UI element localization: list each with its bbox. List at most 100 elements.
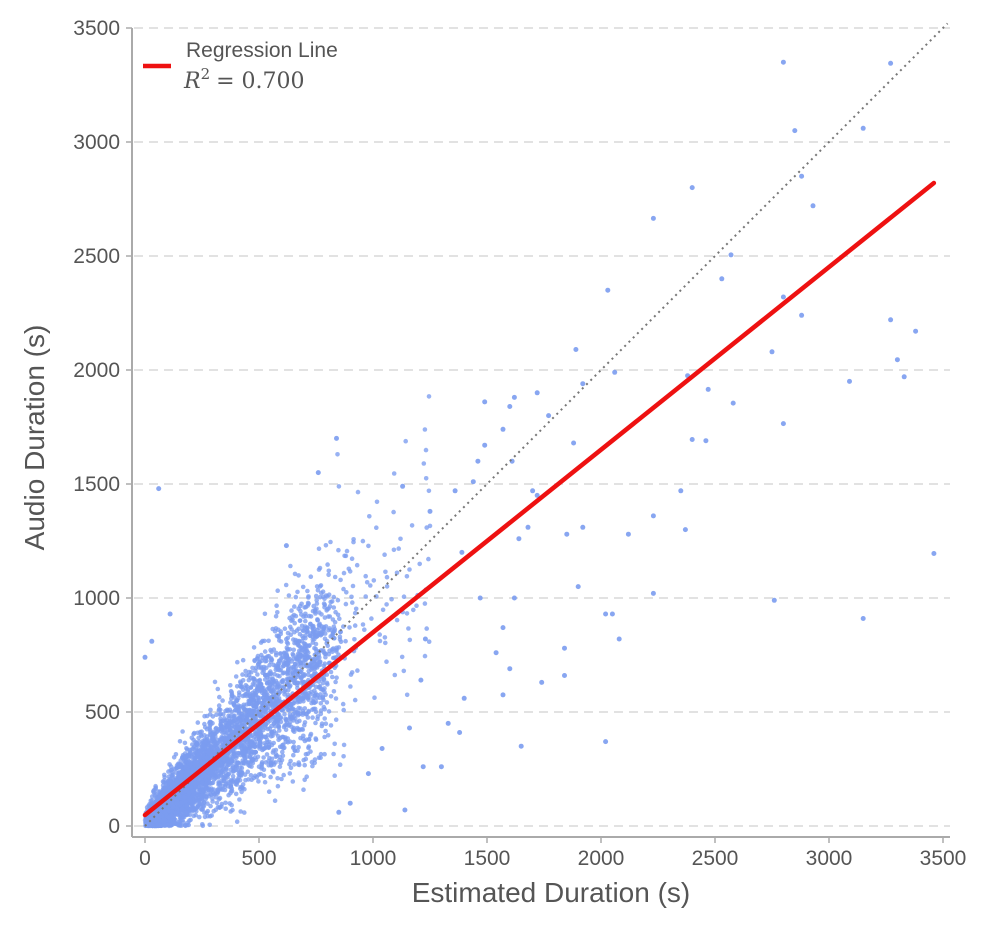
data-point — [179, 800, 184, 806]
data-point — [324, 700, 330, 705]
data-point — [190, 746, 196, 751]
outlier-point — [780, 294, 786, 300]
data-point — [245, 769, 251, 774]
data-point — [336, 652, 341, 657]
data-point — [233, 791, 239, 797]
data-point — [231, 702, 237, 708]
data-point — [337, 637, 343, 642]
data-point — [212, 679, 218, 685]
data-point — [249, 709, 255, 714]
data-point — [369, 616, 374, 621]
outlier-point — [400, 483, 406, 489]
data-point — [230, 807, 235, 813]
data-point — [243, 668, 248, 674]
data-point — [362, 627, 367, 632]
data-point — [210, 799, 215, 804]
data-point — [332, 773, 338, 778]
data-point — [206, 775, 212, 781]
data-point — [314, 584, 320, 589]
data-point — [300, 584, 306, 590]
data-point — [287, 701, 293, 706]
data-point — [155, 816, 160, 821]
data-point — [318, 708, 324, 713]
outlier-point — [562, 645, 567, 651]
data-point — [161, 789, 166, 795]
data-point — [326, 568, 332, 574]
data-point — [228, 700, 233, 705]
data-point — [401, 594, 407, 599]
outlier-point — [705, 386, 711, 392]
data-point — [323, 721, 329, 726]
data-point — [210, 770, 216, 775]
data-point — [325, 643, 331, 649]
data-point — [208, 803, 213, 809]
data-point — [258, 735, 264, 741]
data-point — [322, 631, 328, 636]
data-point — [179, 823, 184, 828]
data-point — [274, 603, 279, 608]
outlier-point — [420, 764, 426, 770]
data-point — [309, 759, 315, 765]
data-point — [221, 775, 227, 781]
data-point — [173, 770, 179, 775]
data-point — [220, 698, 225, 703]
data-point — [283, 716, 288, 722]
data-point — [318, 701, 324, 706]
data-point — [265, 733, 271, 738]
data-point — [315, 617, 320, 622]
data-point — [266, 680, 272, 685]
data-point — [409, 523, 415, 528]
data-point — [212, 747, 218, 753]
data-point — [303, 641, 308, 647]
data-point — [230, 769, 236, 774]
data-point — [197, 814, 202, 820]
data-point — [273, 614, 279, 619]
y-tick-label-1000: 1000 — [73, 587, 120, 610]
data-point — [283, 688, 288, 693]
data-point — [424, 626, 430, 631]
scatter-points — [142, 394, 433, 829]
data-point — [198, 806, 204, 812]
data-point — [276, 627, 281, 632]
data-point — [259, 652, 264, 658]
data-point — [382, 635, 388, 640]
data-point — [343, 638, 348, 644]
data-point — [238, 809, 243, 814]
data-point — [252, 773, 258, 779]
data-point — [190, 766, 196, 772]
data-point — [316, 546, 322, 551]
outlier-point — [703, 438, 709, 444]
data-point — [320, 680, 326, 686]
data-point — [193, 812, 198, 818]
x-tick-label-3000: 3000 — [806, 847, 853, 870]
data-point — [171, 781, 176, 787]
data-point — [268, 774, 273, 780]
data-point — [269, 729, 275, 734]
outlier-point — [477, 595, 483, 601]
data-point — [314, 601, 320, 606]
data-point — [318, 583, 324, 588]
data-point — [325, 733, 331, 738]
data-point — [202, 737, 208, 742]
data-point — [221, 712, 226, 717]
data-point — [336, 484, 342, 489]
data-point — [275, 776, 280, 781]
outlier-point — [913, 328, 919, 334]
legend-label-regression: Regression Line — [186, 39, 338, 62]
data-point — [318, 659, 323, 664]
data-point — [306, 736, 312, 742]
data-point — [286, 593, 292, 598]
data-point — [377, 638, 383, 644]
data-point — [317, 630, 323, 636]
data-point — [301, 787, 306, 792]
data-point — [414, 603, 419, 608]
data-point — [273, 747, 279, 753]
data-point — [322, 716, 328, 721]
data-point — [204, 768, 210, 774]
data-point — [287, 761, 292, 767]
data-point — [308, 733, 313, 738]
data-point — [332, 574, 338, 580]
data-point — [273, 652, 279, 658]
y-tick-label-3500: 3500 — [73, 17, 120, 40]
